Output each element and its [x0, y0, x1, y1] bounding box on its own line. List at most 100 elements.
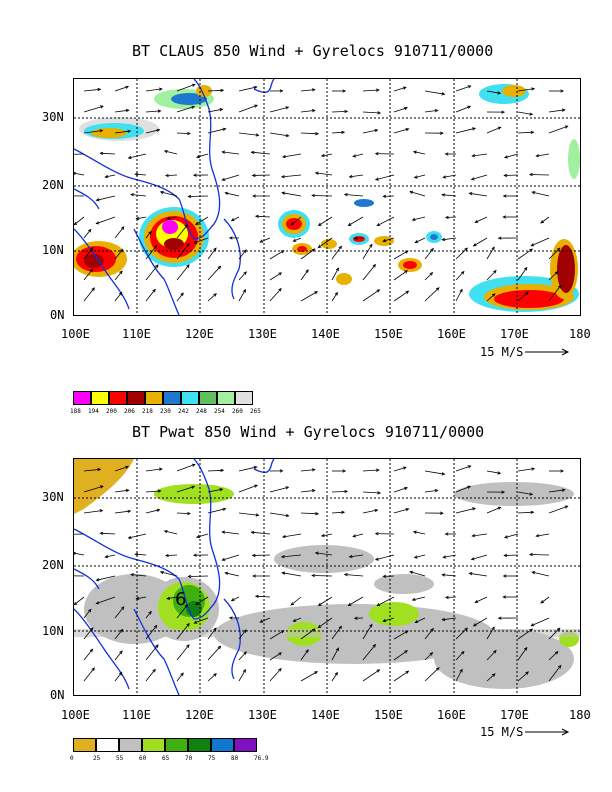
wind-vector-head: [97, 87, 102, 92]
wind-vector: [331, 111, 348, 113]
wind-vector-head: [535, 534, 540, 538]
wind-vector-head: [255, 133, 260, 137]
wind-vector-head: [503, 553, 508, 558]
wind-vector-head: [374, 128, 379, 133]
wind-vector: [445, 596, 457, 598]
wind-vector-head: [130, 193, 135, 197]
wind-vector-head: [444, 215, 449, 220]
wind-vector: [176, 264, 190, 281]
legend-swatch: [234, 738, 257, 752]
wind-vector-head: [221, 177, 226, 181]
wind-vector: [231, 596, 240, 602]
wind-vector-head: [556, 247, 561, 252]
wind-vector-head: [344, 109, 349, 114]
wind-vector: [471, 554, 488, 560]
wind-vector-head: [374, 531, 379, 536]
legend-label: 265: [250, 408, 261, 415]
wind-vector-head: [280, 630, 285, 634]
legend-swatch: [127, 391, 145, 405]
wind-vector: [504, 174, 519, 176]
wind-vector: [83, 609, 92, 619]
wind-vector-head: [119, 270, 123, 275]
wind-vector-head: [376, 602, 381, 607]
wind-vector: [517, 468, 535, 472]
wind-vector-head: [376, 222, 381, 227]
wind-vector: [83, 88, 101, 92]
wind-vector: [282, 192, 302, 197]
claus-legend: 188 194 200 206 218 230 242 248 254 260 265: [70, 391, 263, 415]
wind-vector-head: [135, 216, 140, 220]
wind-vector-head: [530, 130, 535, 135]
wind-vector: [176, 106, 195, 113]
wind-vector-head: [525, 671, 529, 675]
wind-vector-head: [243, 271, 247, 275]
wind-vector: [331, 511, 345, 514]
wind-vector: [269, 288, 282, 302]
pwat-lon-label: 100E: [61, 708, 90, 722]
wind-vector: [300, 649, 309, 661]
wind-vector-head: [193, 173, 197, 177]
wind-vector-head: [404, 630, 409, 634]
wind-vector-head: [311, 573, 315, 578]
pwat-lon-label: 130E: [248, 708, 277, 722]
wind-vector: [469, 572, 488, 577]
wind-vector-head: [186, 264, 190, 268]
wind-vector-head: [347, 222, 352, 226]
wind-vector: [83, 247, 94, 260]
legend-label: 260: [232, 408, 243, 415]
wind-vector-head: [343, 573, 348, 577]
legend-swatch: [109, 391, 127, 405]
wind-vector: [486, 126, 501, 134]
wind-vector: [424, 248, 434, 260]
wind-vector: [105, 174, 116, 178]
wind-vector-head: [127, 535, 132, 540]
wind-vector: [300, 89, 315, 92]
wind-vector-head: [404, 270, 408, 274]
wind-vector: [424, 652, 433, 661]
wind-vector: [393, 650, 408, 661]
wind-vector: [114, 130, 131, 134]
wind-vector-head: [502, 194, 507, 198]
wind-vector: [282, 533, 302, 538]
wind-vector: [269, 272, 282, 281]
wind-vector: [362, 491, 381, 494]
wind-vector: [145, 625, 158, 640]
wind-vector: [331, 647, 339, 661]
wind-vector: [290, 596, 302, 606]
wind-vector: [195, 216, 209, 225]
wind-vector-head: [95, 198, 100, 202]
wind-vector-head: [334, 291, 338, 296]
claus-lat-label: 20N: [42, 178, 64, 192]
wind-vector-head: [497, 236, 502, 240]
wind-vector-head: [311, 468, 316, 472]
wind-vector-head: [342, 469, 347, 473]
wind-vector: [414, 554, 426, 558]
wind-vector: [532, 571, 550, 577]
wind-vector-head: [243, 629, 247, 633]
wind-vector: [548, 247, 561, 260]
wind-vector-head: [120, 606, 125, 610]
wind-vector-head: [382, 574, 387, 578]
wind-vector: [321, 533, 333, 537]
pwat-lon-label: 180: [569, 708, 591, 722]
wind-vector: [145, 245, 158, 260]
wind-vector: [455, 627, 468, 640]
wind-vector-head: [222, 127, 227, 131]
wind-vector-head: [281, 154, 286, 159]
wind-vector: [442, 194, 457, 197]
wind-vector-head: [91, 287, 95, 291]
wind-vector: [393, 87, 407, 92]
wind-vector: [517, 647, 528, 661]
wind-vector-head: [221, 557, 226, 561]
wind-vector: [114, 466, 129, 472]
legend-swatch: [163, 391, 181, 405]
wind-vector-head: [491, 293, 496, 297]
wind-vector-head: [460, 270, 465, 275]
wind-vector-head: [531, 191, 536, 195]
panel1-title: BT CLAUS 850 Wind + Gyrelocs 910711/0000: [132, 42, 494, 60]
wind-vector: [409, 191, 426, 197]
wind-vector: [486, 246, 495, 260]
wind-vector: [300, 490, 315, 493]
wind-vector-head: [529, 628, 534, 632]
legend-label: 218: [142, 408, 153, 415]
